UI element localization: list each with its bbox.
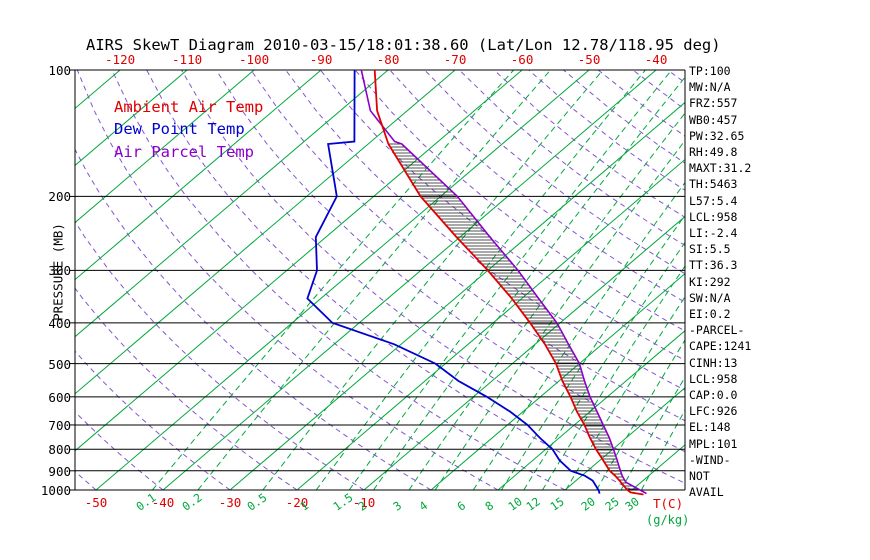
legend-dew-point-temp: Dew Point Temp: [114, 120, 245, 138]
top-isotherm-label: -110: [172, 52, 203, 67]
isotherm-lines: [75, 70, 685, 490]
ambient-air-temp-curve: [373, 70, 644, 496]
dew-point-temp-curve: [306, 70, 601, 494]
stat-line: LCL:958: [689, 371, 738, 386]
temp-unit-label: T(C): [653, 496, 684, 511]
stat-line: LFC:926: [689, 404, 738, 419]
stat-line: -WIND-: [689, 452, 731, 467]
top-isotherm-label: -120: [105, 52, 136, 67]
bottom-isotherm-label: -50: [84, 495, 108, 510]
stat-line: RH:49.8: [689, 145, 738, 159]
pressure-tick-label: 300: [48, 263, 71, 279]
pressure-tick-label: 1000: [40, 483, 71, 498]
stat-line: MAXT:31.2: [689, 161, 752, 176]
stat-line: NOT: [689, 469, 710, 483]
bottom-isotherm-label: -30: [218, 495, 242, 510]
pressure-tick-label: 400: [48, 315, 71, 331]
isobar-lines: [69, 69, 686, 491]
top-isotherm-label: -70: [443, 52, 467, 67]
stat-line: CAPE:1241: [689, 339, 752, 354]
stat-line: FRZ:557: [689, 96, 738, 111]
stat-line: TH:5463: [689, 177, 738, 192]
stat-line: EI:0.2: [689, 307, 731, 321]
stat-line: KI:292: [689, 274, 731, 289]
mixing-ratio-lines: [152, 70, 685, 490]
stat-line: MPL:101: [689, 436, 738, 451]
stat-line: LCL:958: [689, 209, 738, 224]
top-isotherm-label: -50: [577, 52, 601, 67]
pressure-tick-label: 200: [48, 189, 71, 205]
bottom-isotherm-label: -40: [151, 495, 175, 510]
stat-line: WB0:457: [689, 112, 738, 127]
top-isotherm-label: -100: [239, 52, 270, 67]
mixing-ratio-unit-label: (g/kg): [646, 513, 690, 527]
stat-line: -PARCEL-: [689, 323, 745, 338]
legend-ambient-air-temp: Ambient Air Temp: [114, 98, 264, 116]
stat-line: PW:32.65: [689, 128, 745, 143]
top-isotherm-label: -90: [309, 52, 333, 67]
stat-line: EL:148: [689, 420, 731, 435]
stat-line: SI:5.5: [689, 242, 731, 257]
top-isotherm-label: -60: [510, 52, 534, 67]
chart-title: AIRS SkewT Diagram 2010-03-15/18:01:38.6…: [86, 36, 721, 54]
stat-line: CINH:13: [689, 355, 738, 370]
stat-line: CAP:0.0: [689, 388, 738, 402]
pressure-tick-label: 500: [48, 356, 71, 372]
cape-hatch-area: [388, 143, 639, 490]
pressure-tick-label: 800: [48, 442, 71, 458]
stat-line: L57:5.4: [689, 193, 738, 208]
top-isotherm-label: -80: [376, 52, 400, 67]
pressure-tick-label: 900: [48, 463, 71, 479]
air-parcel-temp-curve: [360, 70, 647, 495]
stat-line: MW:N/A: [689, 80, 731, 95]
stat-line: LI:-2.4: [689, 226, 738, 240]
stat-line: SW:N/A: [689, 290, 731, 305]
top-isotherm-label: -40: [644, 52, 668, 67]
pressure-tick-label: 600: [48, 389, 71, 405]
pressure-tick-label: 100: [48, 63, 71, 78]
bottom-isotherm-label: -20: [285, 495, 309, 510]
stat-line: AVAIL: [689, 485, 724, 500]
legend-air-parcel-temp: Air Parcel Temp: [114, 143, 254, 161]
stat-line: TT:36.3: [689, 258, 738, 273]
stat-line: TP:100: [689, 64, 731, 78]
pressure-tick-label: 700: [48, 417, 71, 433]
bottom-isotherm-label: -10: [352, 495, 376, 510]
sounding-curves: [306, 70, 647, 496]
